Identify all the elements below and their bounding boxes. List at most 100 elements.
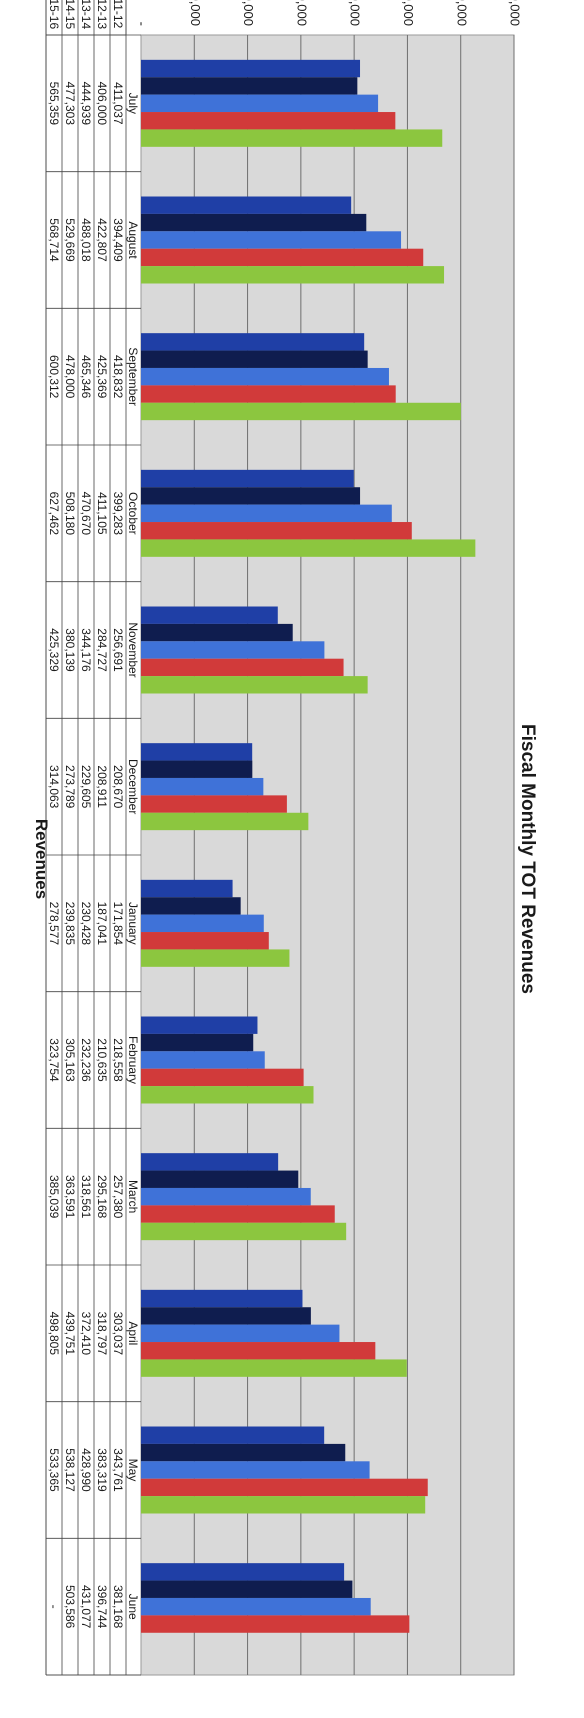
bar	[141, 879, 233, 898]
data-label: 323,754	[47, 1038, 61, 1082]
bar	[140, 795, 287, 813]
bar	[141, 231, 402, 249]
bar	[141, 1307, 311, 1325]
y-tick-label: 700,000	[508, 0, 523, 26]
data-label: 230,428	[79, 902, 93, 946]
data-label: 305,163	[63, 1038, 77, 1082]
x-tick-label: December	[126, 759, 140, 814]
bar	[141, 1580, 353, 1598]
data-label: -	[47, 1605, 61, 1609]
y-tick-label: -	[135, 22, 150, 26]
rotated-chart: Fiscal Monthly TOT Revenues July411,0374…	[45, 0, 538, 1676]
data-label: 565,359	[47, 82, 61, 126]
data-label: 284,727	[95, 628, 109, 672]
bar	[141, 77, 358, 95]
bar	[141, 196, 352, 214]
bar	[141, 1016, 258, 1034]
x-tick-label: March	[126, 1180, 140, 1213]
y-tick-label: 500,000	[401, 0, 416, 26]
data-label: 488,018	[79, 218, 93, 262]
bar	[141, 1324, 340, 1343]
bar	[141, 1426, 325, 1444]
data-label: 406,000	[95, 82, 109, 126]
data-label: 218,558	[111, 1038, 125, 1082]
bar	[141, 676, 368, 694]
bar	[141, 658, 344, 677]
data-label: 533,365	[47, 1448, 61, 1492]
bar	[141, 1615, 410, 1633]
bar	[141, 914, 264, 933]
x-tick-label: October	[126, 492, 140, 535]
bar	[141, 1205, 335, 1223]
data-label: 431,077	[79, 1585, 93, 1629]
data-label: 439,751	[63, 1312, 77, 1356]
bar	[141, 1461, 370, 1479]
data-label: 478,000	[63, 355, 77, 399]
bar	[140, 777, 264, 796]
bar	[141, 1597, 371, 1616]
data-label: 399,283	[111, 492, 125, 536]
bar	[141, 248, 424, 267]
bar	[141, 641, 325, 659]
bar	[141, 1496, 426, 1514]
data-label: 295,168	[95, 1175, 109, 1219]
bar	[141, 539, 476, 557]
data-label: 529,669	[63, 218, 77, 262]
data-label: 428,990	[79, 1448, 93, 1492]
bar	[141, 402, 461, 421]
y-axis: - 100,000 200,000 300,000 400,000 500,000 600,…	[135, 0, 523, 26]
data-label: 396,744	[95, 1585, 109, 1629]
bar	[141, 932, 269, 950]
bar	[141, 760, 253, 778]
data-label: 363,591	[63, 1175, 77, 1219]
bar	[141, 333, 365, 351]
data-label: 344,176	[79, 628, 93, 672]
y-tick-label: 600,000	[454, 0, 469, 26]
y-tick-label: 300,000	[294, 0, 309, 26]
bar	[141, 1187, 311, 1206]
data-label: 411,105	[95, 492, 109, 535]
bar	[141, 487, 361, 505]
bar	[140, 1086, 314, 1104]
data-label: 425,329	[47, 628, 61, 672]
data-label: 444,939	[79, 82, 93, 126]
bar	[141, 743, 253, 761]
data-label: 278,577	[47, 902, 61, 946]
bar	[141, 59, 361, 78]
data-label: 422,807	[95, 218, 109, 262]
legend-label: FY 14-15	[63, 0, 77, 29]
bar	[141, 1051, 265, 1069]
x-tick-label: November	[126, 622, 140, 677]
data-label: 187,041	[95, 902, 109, 946]
x-tick-label: June	[126, 1594, 140, 1620]
bar	[141, 949, 290, 967]
bar	[141, 606, 278, 624]
data-label: 256,691	[111, 628, 125, 672]
data-label: 411,037	[111, 82, 125, 125]
y-tick-label: 100,000	[188, 0, 203, 26]
bar	[141, 367, 389, 386]
bar	[141, 1170, 299, 1188]
data-label: 498,805	[47, 1312, 61, 1356]
data-label: 600,312	[47, 355, 61, 399]
legend-label: FY 15-16	[47, 0, 61, 29]
bar	[141, 350, 368, 368]
x-tick-label: April	[126, 1321, 140, 1345]
data-label: 210,635	[95, 1038, 109, 1082]
gridlines	[193, 35, 515, 1675]
data-label: 380,139	[63, 628, 77, 672]
bar	[141, 469, 354, 488]
bar	[141, 112, 396, 130]
y-axis-label: Revenues	[32, 819, 51, 899]
data-label: 385,039	[47, 1175, 61, 1219]
data-label: 425,369	[95, 355, 109, 399]
data-label: 303,037	[111, 1312, 125, 1356]
data-label: 418,832	[111, 355, 125, 399]
data-label: 470,670	[79, 492, 93, 536]
data-label: 568,714	[47, 218, 61, 262]
data-label: 465,346	[79, 355, 93, 399]
data-label: 383,319	[95, 1448, 109, 1492]
bar	[141, 897, 241, 915]
